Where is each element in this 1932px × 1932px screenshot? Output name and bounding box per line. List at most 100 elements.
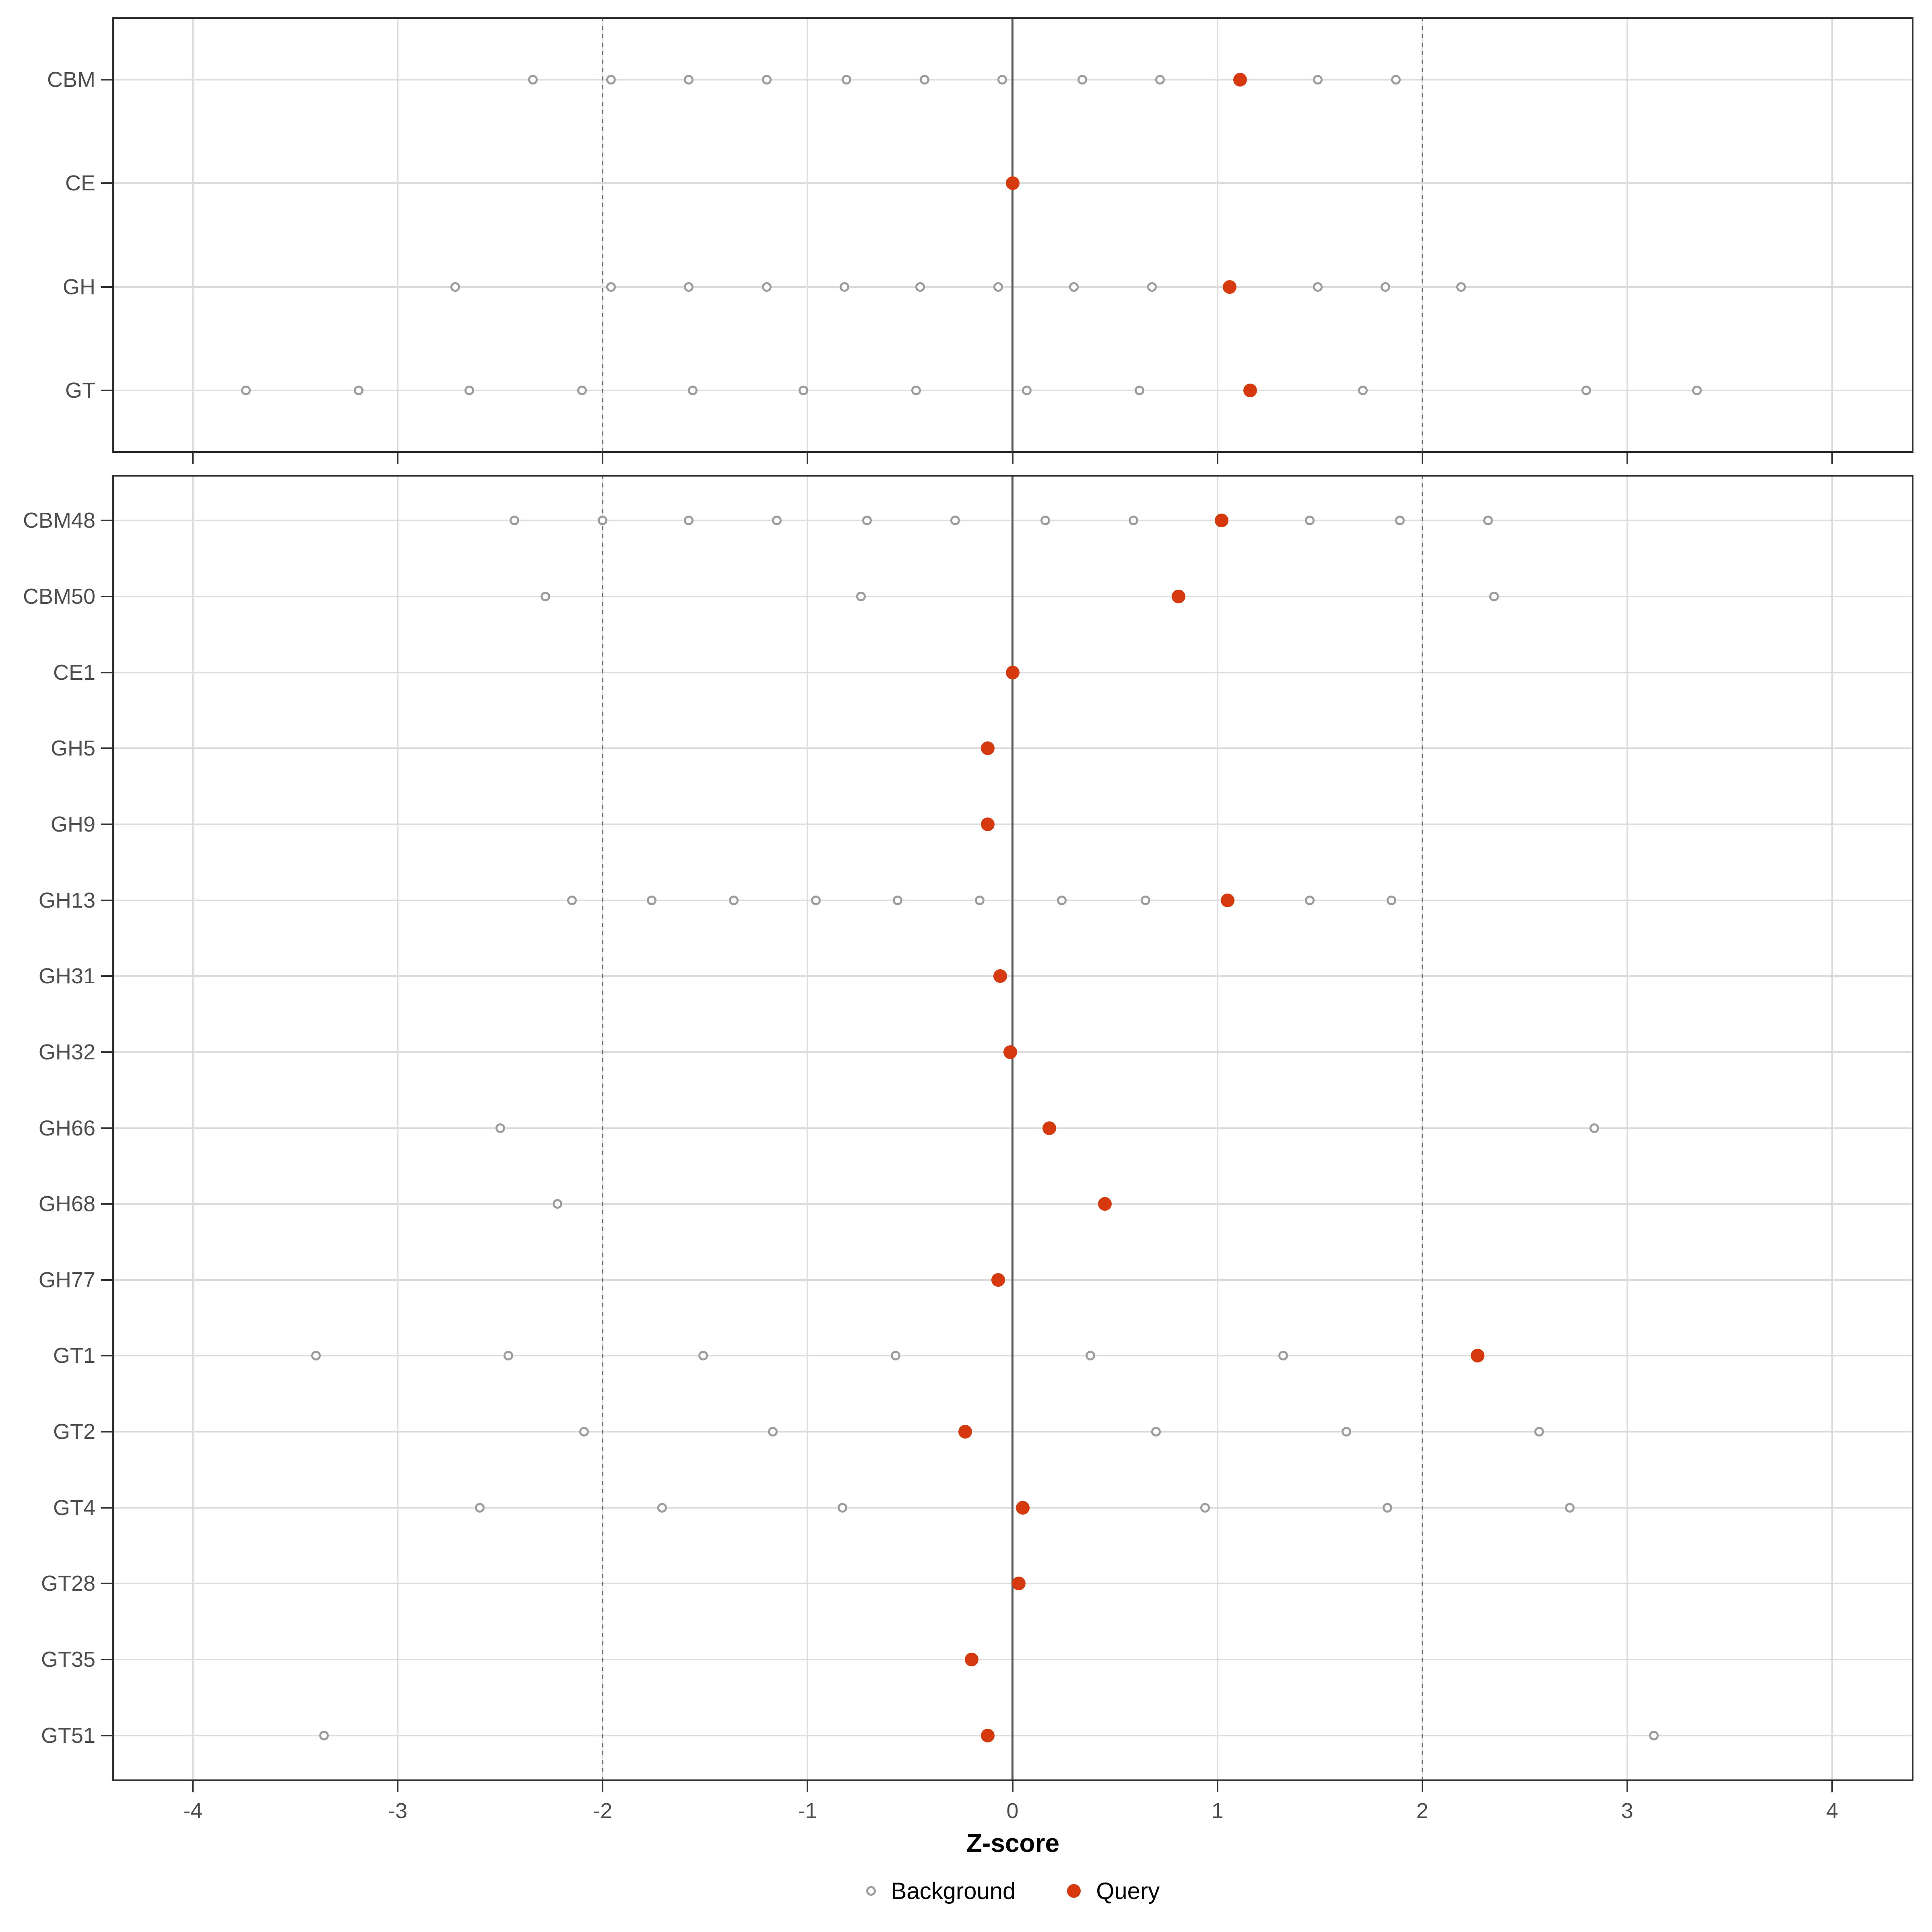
category-label: GH68	[38, 1192, 95, 1216]
y-tick	[101, 390, 112, 392]
dotted-reference-line	[602, 475, 604, 1781]
gridline-vertical	[807, 475, 809, 1781]
y-tick	[101, 1127, 112, 1129]
background-point	[1278, 1351, 1288, 1361]
background-point	[684, 516, 694, 526]
x-tick	[1421, 453, 1423, 464]
query-point	[1243, 384, 1257, 398]
query-point	[991, 1273, 1005, 1287]
category-label: GH5	[50, 736, 95, 761]
gridline-vertical	[1626, 475, 1628, 1781]
background-point	[1381, 282, 1391, 292]
y-tick	[101, 520, 112, 522]
background-point	[799, 386, 809, 396]
background-point	[311, 1351, 321, 1361]
x-tick-label: -2	[593, 1799, 613, 1823]
query-point	[1223, 280, 1237, 294]
dotted-reference-line	[1421, 475, 1423, 1781]
legend-query-label: Query	[1096, 1878, 1160, 1904]
gridline-vertical	[1831, 17, 1833, 453]
background-point	[504, 1351, 514, 1361]
background-point	[1135, 386, 1145, 396]
y-tick	[101, 1659, 112, 1661]
gridline-vertical	[1216, 17, 1218, 453]
x-tick	[602, 453, 604, 464]
x-tick	[1011, 453, 1013, 464]
background-point	[1581, 386, 1591, 396]
x-tick	[1831, 453, 1833, 464]
background-point	[1391, 74, 1401, 85]
category-label: GT2	[53, 1420, 95, 1444]
background-point	[1358, 386, 1368, 396]
gridline-vertical	[397, 475, 399, 1781]
gridline-vertical	[192, 17, 194, 453]
x-tick	[1216, 453, 1218, 464]
query-point	[1005, 176, 1020, 190]
background-point	[684, 282, 694, 292]
background-point	[606, 282, 616, 292]
x-tick	[397, 1781, 399, 1792]
x-tick-label: 1	[1211, 1799, 1224, 1823]
query-point	[1233, 72, 1247, 87]
y-tick	[101, 1355, 112, 1357]
background-point	[698, 1351, 708, 1361]
x-tick-label: 2	[1416, 1799, 1428, 1823]
y-tick	[101, 671, 112, 673]
query-point	[1042, 1121, 1057, 1135]
query-point	[981, 1728, 995, 1742]
x-tick-label: 4	[1826, 1799, 1838, 1823]
x-tick	[807, 453, 809, 464]
background-point	[772, 516, 782, 526]
background-point	[862, 516, 872, 526]
gridline-vertical	[807, 17, 809, 453]
y-tick	[101, 286, 112, 288]
background-point	[919, 74, 929, 85]
x-tick	[1831, 1781, 1833, 1792]
query-point	[958, 1425, 972, 1439]
background-point	[1147, 282, 1157, 292]
dotted-reference-line	[1421, 17, 1423, 453]
x-tick	[602, 1781, 604, 1792]
x-tick	[192, 1781, 194, 1792]
category-label: CE	[65, 171, 95, 196]
category-label: GH77	[38, 1267, 95, 1292]
query-point	[1214, 514, 1228, 528]
query-point	[1098, 1197, 1112, 1211]
background-point	[915, 282, 925, 292]
background-point	[553, 1199, 563, 1209]
background-point	[768, 1427, 778, 1437]
background-point	[647, 895, 657, 905]
query-point	[1221, 893, 1235, 907]
x-tick	[1216, 1781, 1218, 1792]
background-point	[975, 895, 985, 905]
category-label: GH	[63, 275, 95, 299]
x-tick-label: -1	[798, 1799, 817, 1823]
background-point	[1456, 282, 1466, 292]
background-point	[579, 1427, 589, 1437]
gridline-vertical	[1626, 17, 1628, 453]
background-point	[1022, 386, 1032, 396]
category-label: GH9	[50, 812, 95, 836]
background-point	[606, 74, 616, 85]
x-tick	[1421, 1781, 1423, 1792]
background-point	[1141, 895, 1151, 905]
background-point	[1151, 1427, 1161, 1437]
y-tick	[101, 595, 112, 597]
background-point	[1692, 386, 1702, 396]
y-tick	[101, 1583, 112, 1585]
background-point	[893, 895, 903, 905]
background-point	[1383, 1503, 1393, 1513]
dotted-reference-line	[602, 17, 604, 453]
background-point	[891, 1351, 901, 1361]
background-point	[1069, 282, 1079, 292]
background-point	[762, 74, 772, 85]
y-tick	[101, 182, 112, 184]
category-label: CBM50	[23, 584, 95, 609]
category-label: CBM	[47, 67, 95, 92]
background-point	[811, 895, 821, 905]
query-point	[1005, 665, 1020, 679]
category-label: GT28	[41, 1571, 95, 1596]
category-label: CE1	[53, 660, 95, 685]
query-point	[981, 741, 995, 755]
